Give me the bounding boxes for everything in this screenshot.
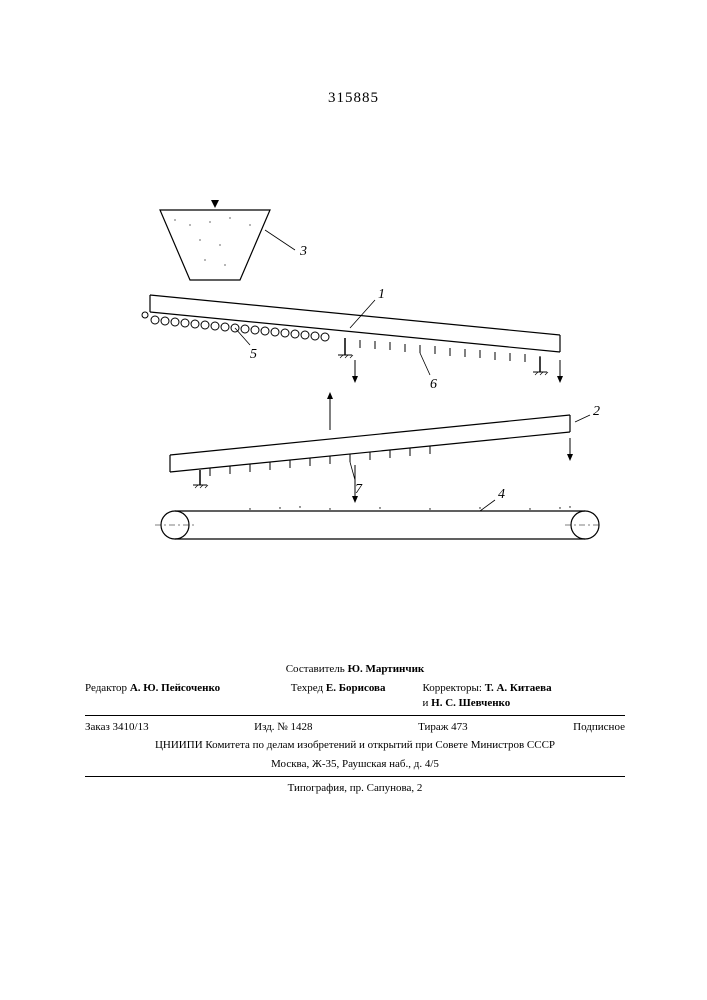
conveyor xyxy=(155,506,600,539)
printer-line: Типография, пр. Сапунова, 2 xyxy=(85,781,625,796)
label-2: 2 xyxy=(593,404,600,419)
hopper xyxy=(160,200,270,280)
screen-ticks-lower xyxy=(210,446,430,476)
proofreader-2: Н. С. Шевченко xyxy=(431,697,510,709)
screen-ticks-upper xyxy=(360,340,540,364)
upper-trough xyxy=(142,295,560,375)
label-6: 6 xyxy=(430,377,437,392)
organization-line: ЦНИИПИ Комитета по делам изобретений и о… xyxy=(85,738,625,753)
techred-name: Е. Борисова xyxy=(326,682,386,694)
order-number: Заказ 3410/13 xyxy=(85,720,149,735)
techred-label: Техред xyxy=(291,682,323,694)
address-line: Москва, Ж-35, Раушская наб., д. 4/5 xyxy=(85,757,625,772)
label-4: 4 xyxy=(498,487,505,502)
rollers xyxy=(151,316,329,341)
proofreader-1: Т. А. Китаева xyxy=(485,682,552,694)
circulation: Тираж 473 xyxy=(418,720,468,735)
proofreader-and: и xyxy=(423,697,429,709)
compiler-name: Ю. Мартинчик xyxy=(348,663,425,675)
label-1: 1 xyxy=(378,287,385,302)
editor-label: Редактор xyxy=(85,682,127,694)
proofreaders-label: Корректоры: xyxy=(423,682,482,694)
label-5: 5 xyxy=(250,347,257,362)
imprint-footer: Составитель Ю. Мартинчик Редактор А. Ю. … xyxy=(85,658,625,800)
lower-trough xyxy=(170,415,570,488)
patent-number: 315885 xyxy=(0,90,707,107)
divider xyxy=(85,715,625,716)
subscription: Подписное xyxy=(573,720,625,735)
label-3: 3 xyxy=(299,244,307,259)
edition-number: Изд. № 1428 xyxy=(254,720,312,735)
compiler-label: Составитель xyxy=(286,663,345,675)
label-7: 7 xyxy=(355,482,363,497)
technical-diagram: 3 xyxy=(100,200,600,600)
editor-name: А. Ю. Пейсоченко xyxy=(130,682,220,694)
divider xyxy=(85,776,625,777)
